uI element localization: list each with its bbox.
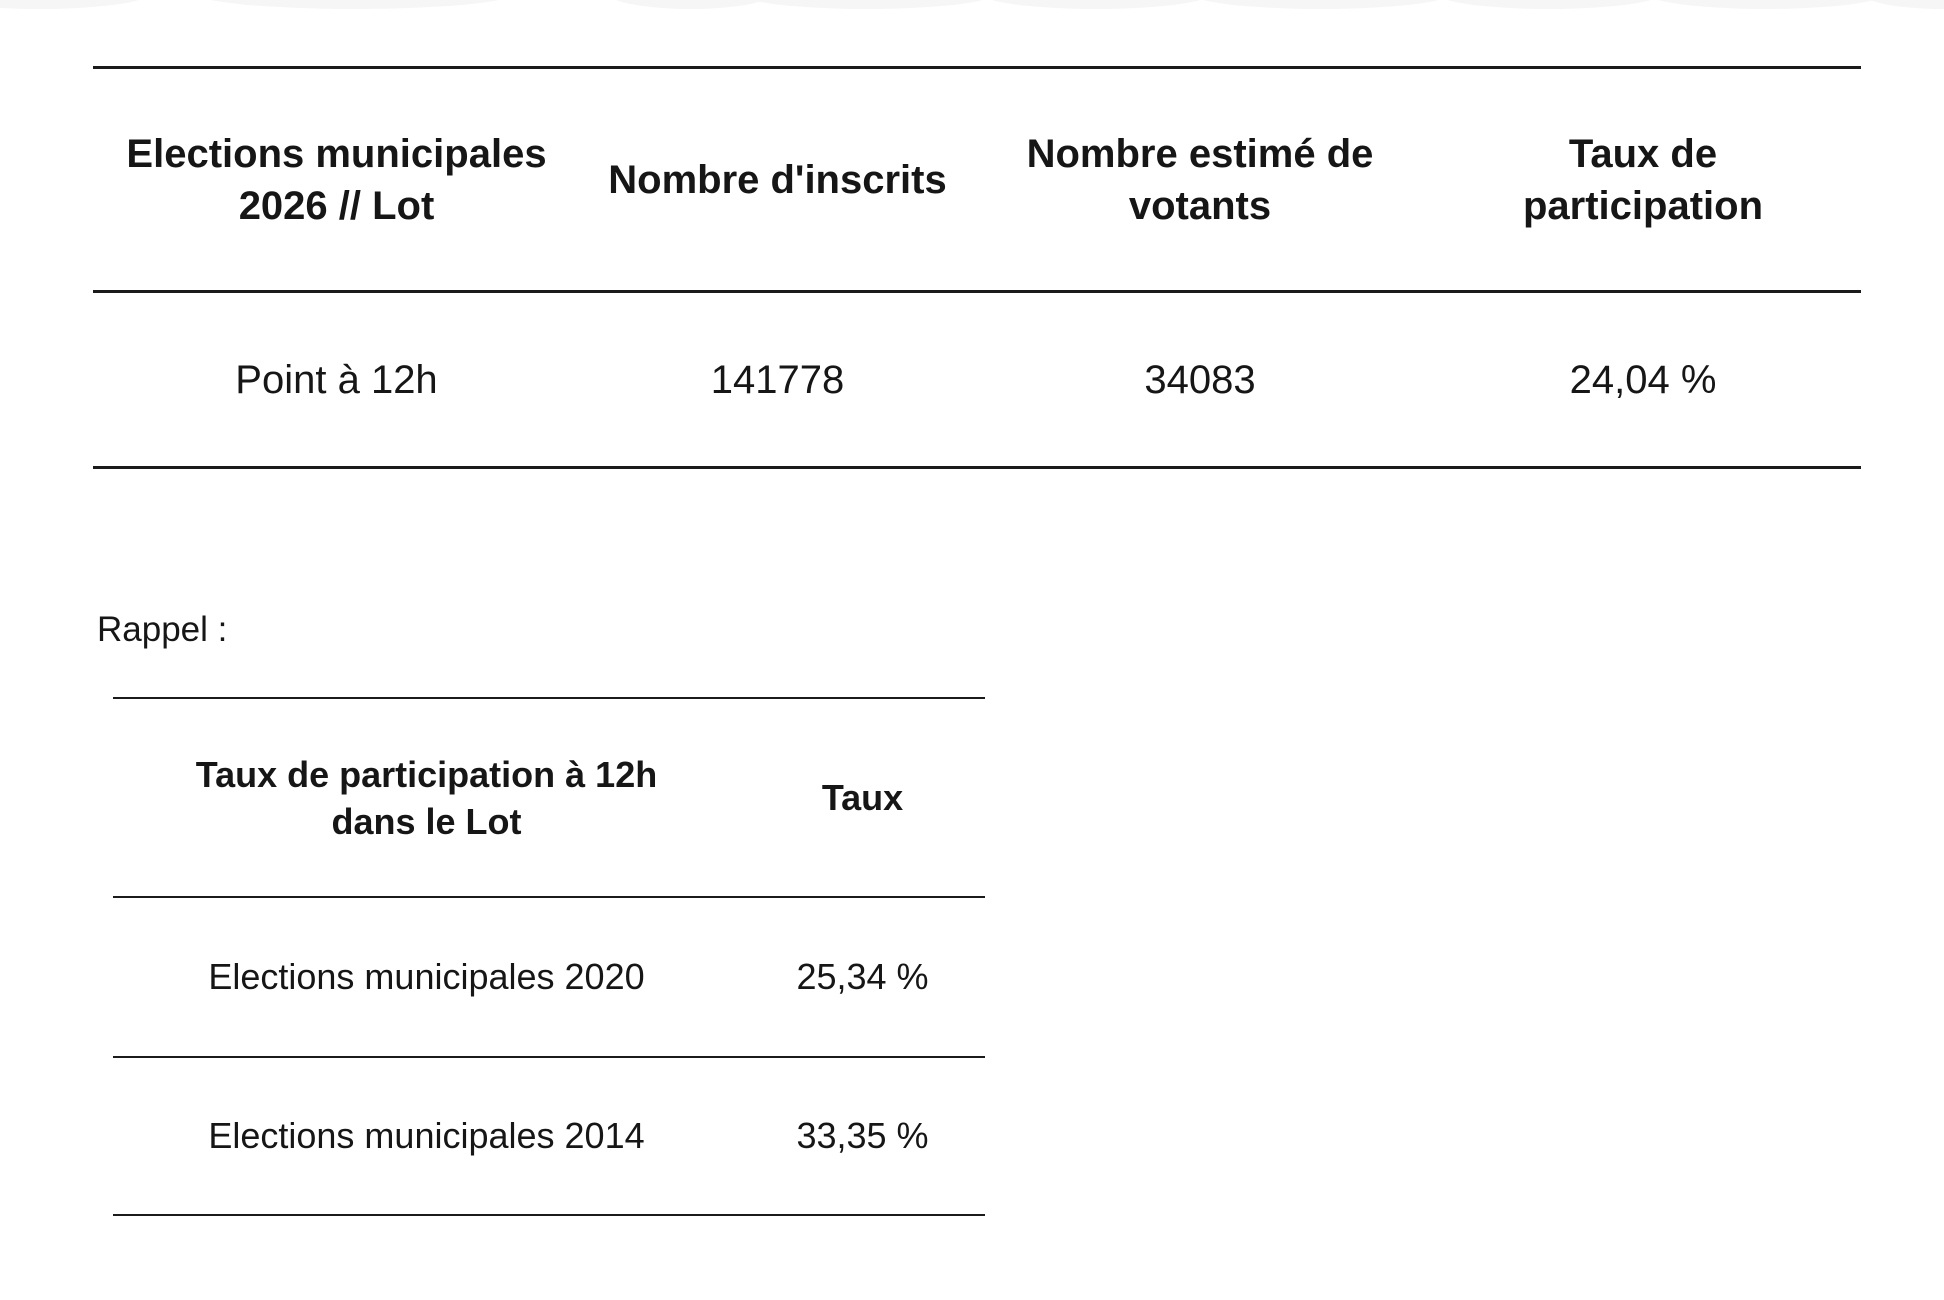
header-label-votants: Nombre estimé de votants xyxy=(1026,131,1374,228)
header-label-inscrits: Nombre d'inscrits xyxy=(608,157,947,202)
cut-off-shape xyxy=(1190,0,1452,9)
election-2014-label: Elections municipales 2014 xyxy=(208,1115,645,1156)
data-cell-votants: 34083 xyxy=(1144,356,1255,404)
election-2020-label: Elections municipales 2020 xyxy=(208,956,645,997)
rappel-label: Rappel : xyxy=(97,610,228,649)
recall-cell-2020-label: Elections municipales 2020 xyxy=(208,955,644,999)
data-cell-point: Point à 12h xyxy=(235,356,437,404)
header-cell-taux: Taux de participation xyxy=(1487,128,1799,232)
recall-header-label: Taux de participation à 12h dans le Lot xyxy=(195,753,658,842)
recall-header-cell-label: Taux de participation à 12h dans le Lot xyxy=(154,751,699,845)
cut-off-shape xyxy=(738,0,996,9)
cut-off-shape xyxy=(1646,0,1886,9)
cut-off-shape xyxy=(980,0,1212,9)
recall-table-header-row: Taux de participation à 12h dans le Lot … xyxy=(113,699,985,898)
header-cell-inscrits: Nombre d'inscrits xyxy=(608,154,946,206)
recall-table-row-2014: Elections municipales 2014 33,35 % xyxy=(113,1058,985,1216)
recall-table-row-2020: Elections municipales 2020 25,34 % xyxy=(113,898,985,1058)
recall-cell-2020-taux: 25,34 % xyxy=(796,955,928,999)
cut-off-shape xyxy=(0,0,150,9)
recall-table: Taux de participation à 12h dans le Lot … xyxy=(113,697,985,1216)
recall-cell-2014-taux: 33,35 % xyxy=(796,1114,928,1158)
participation-table-data-row: Point à 12h 141778 34083 24,04 % xyxy=(93,293,1861,469)
participation-table-header-row: Elections municipales 2026 // Lot Nombre… xyxy=(93,69,1861,293)
recall-header-taux: Taux xyxy=(821,777,904,818)
header-cell-election: Elections municipales 2026 // Lot xyxy=(102,128,572,232)
data-cell-inscrits: 141778 xyxy=(711,356,844,404)
inscrits-value: 141778 xyxy=(710,357,845,402)
point-12h-value: Point à 12h xyxy=(235,357,438,402)
recall-cell-2014-label: Elections municipales 2014 xyxy=(208,1114,644,1158)
data-cell-taux: 24,04 % xyxy=(1570,356,1717,404)
election-2020-taux: 25,34 % xyxy=(796,956,929,997)
header-label-election: Elections municipales 2026 // Lot xyxy=(126,131,547,228)
cut-off-shape xyxy=(1436,0,1662,9)
cut-off-shape xyxy=(195,0,515,9)
taux-value: 24,04 % xyxy=(1569,357,1717,402)
recall-header-cell-taux: Taux xyxy=(822,774,903,821)
header-label-taux: Taux de participation xyxy=(1522,131,1764,228)
participation-table: Elections municipales 2026 // Lot Nombre… xyxy=(93,66,1861,469)
cut-off-shape xyxy=(608,0,773,9)
election-2014-taux: 33,35 % xyxy=(796,1115,929,1156)
cut-off-shape xyxy=(1862,0,1944,9)
header-cell-votants: Nombre estimé de votants xyxy=(990,128,1410,232)
votants-value: 34083 xyxy=(1144,357,1256,402)
cropped-top-elements xyxy=(0,0,1944,13)
